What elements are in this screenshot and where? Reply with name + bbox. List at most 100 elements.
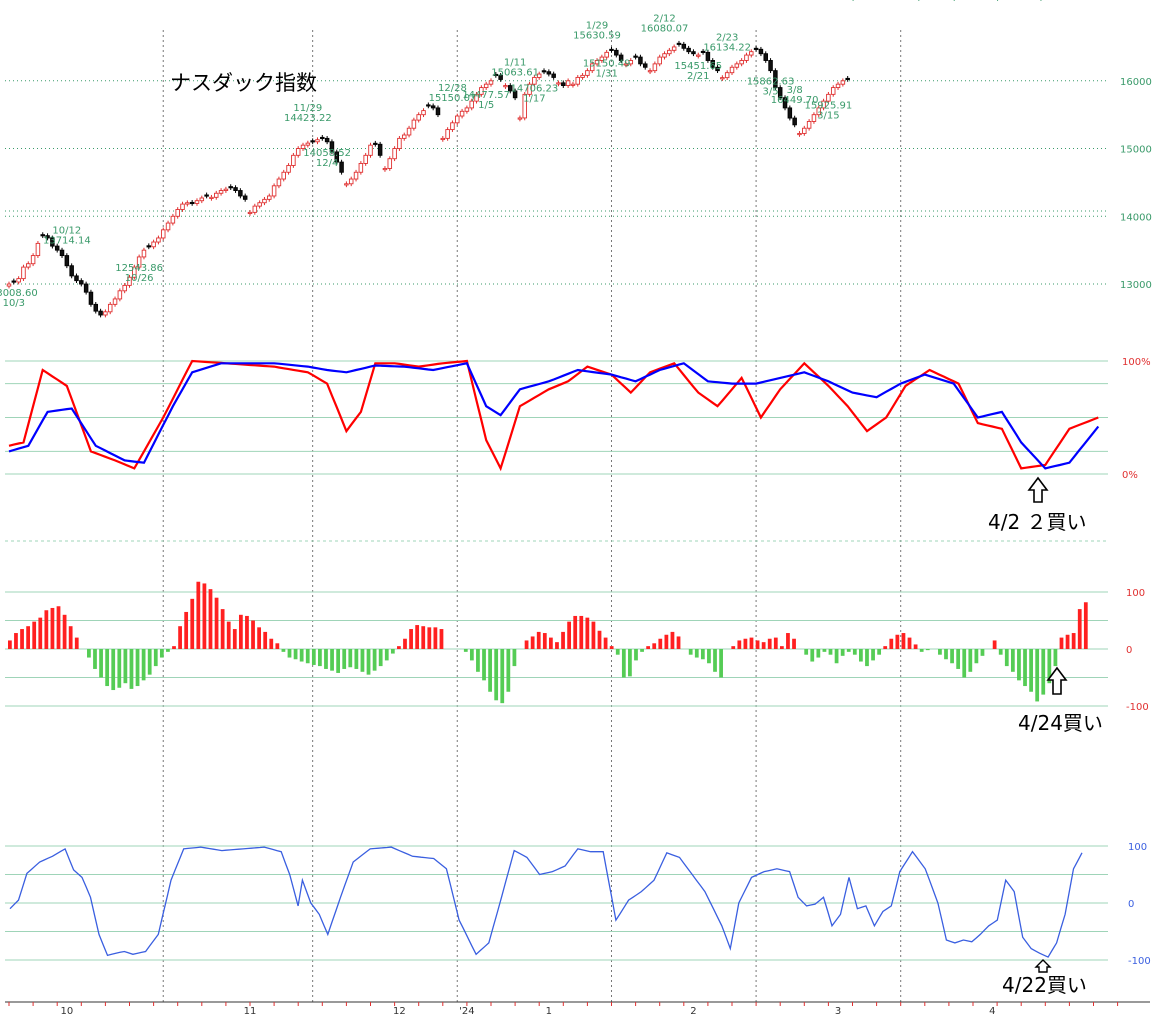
histogram-bar [1010,649,1015,672]
candle-body [214,192,219,198]
histogram-bar [609,646,614,649]
candle-body [199,197,205,202]
histogram-bar [828,649,833,655]
histogram-bar [463,649,468,652]
candle-body [368,144,373,156]
candle-body [753,47,759,50]
candle-body [271,185,277,197]
histogram-bar [713,649,717,672]
candle-body [54,245,60,251]
histogram-bar [318,649,322,667]
histogram-bar [232,629,237,649]
histogram-bar [220,609,225,649]
candle-body [455,115,460,124]
histogram-bar [20,629,24,649]
histogram-bar [719,649,723,678]
histogram-bar [1041,649,1046,695]
histogram-bar [664,634,669,649]
candle-body [715,66,720,72]
candle-body [267,195,272,200]
histogram-bar [1053,649,1058,667]
close-value-label: 16449.70 [771,95,819,106]
candle-body [411,119,417,129]
histogram-bar [93,649,97,669]
histogram-bar [980,649,985,656]
candle-body [242,195,248,200]
close-value-label: 3/5 [763,87,779,98]
histogram-bar [251,620,255,649]
histogram-bar [421,626,426,649]
histogram-bar [409,629,413,649]
hist-tick-label: 0 [1126,645,1132,656]
candle-body [406,127,412,136]
candle-body [305,142,311,146]
candle-body [657,56,662,65]
histogram-bar [44,610,49,649]
close-value-label: 1/31 [595,68,617,79]
close-date-label: 12543.86 [115,263,163,274]
histogram-bar [111,649,116,691]
annotation-histogram-buy: 4/24買い [1018,711,1103,735]
histogram-bar [512,649,517,667]
candle-body [729,66,735,74]
candle-body [493,73,499,77]
close-date-label: 1/11 [504,58,526,69]
candle-body [628,60,634,65]
close-date-label: 15150.49 [583,58,631,69]
candle-body [647,70,653,73]
candle-body [252,205,258,213]
candle-body [734,63,740,68]
histogram-bar [500,649,505,704]
month-tick-label: 10 [60,1006,73,1017]
histogram-bar [14,633,18,649]
candle-body [512,90,518,99]
histogram-bar [384,649,389,661]
histogram-bar [968,649,973,672]
close-value-label: 15630.59 [573,30,621,41]
histogram-bar [32,621,37,649]
candle-body [503,85,508,88]
candle-body [132,266,137,278]
candle-body [26,263,31,268]
histogram-bar [944,649,948,660]
candle-body [426,104,431,107]
candle-body [763,53,768,61]
candle-body [218,190,224,194]
candle-body [6,283,12,287]
histogram-bar [871,649,875,661]
candle-body [377,143,383,156]
histogram-bar [257,627,261,649]
histogram-bar [761,642,766,649]
histogram-bar [561,631,565,649]
candle-body [373,142,378,145]
candle-body [295,148,301,156]
histogram-bar [415,625,420,649]
candle-body [498,74,503,80]
histogram-bar [366,649,371,675]
candle-body [551,73,556,78]
candle-body [247,211,253,215]
histogram-bar [1035,649,1040,702]
histogram-bar [621,649,626,678]
histogram-bar [190,598,195,649]
candle-body [739,60,744,65]
candle-body [11,280,17,283]
candle-body [83,283,89,293]
histogram-bar [506,649,511,692]
oscillator-line [9,846,1083,958]
close-date-label: 15925.91 [805,100,853,111]
candle-body [397,137,402,149]
histogram-bar [360,649,365,672]
histogram-bar [865,649,869,667]
histogram-bar [840,649,845,656]
histogram-bar [433,627,438,649]
histogram-bar [743,638,748,649]
histogram-bar [330,649,334,671]
candle-body [30,255,36,265]
histogram-bar [901,633,906,649]
candle-body [594,60,600,65]
histogram-bar [390,649,395,654]
histogram-bar [99,649,103,678]
candle-body [93,303,99,312]
candle-body [363,154,368,164]
